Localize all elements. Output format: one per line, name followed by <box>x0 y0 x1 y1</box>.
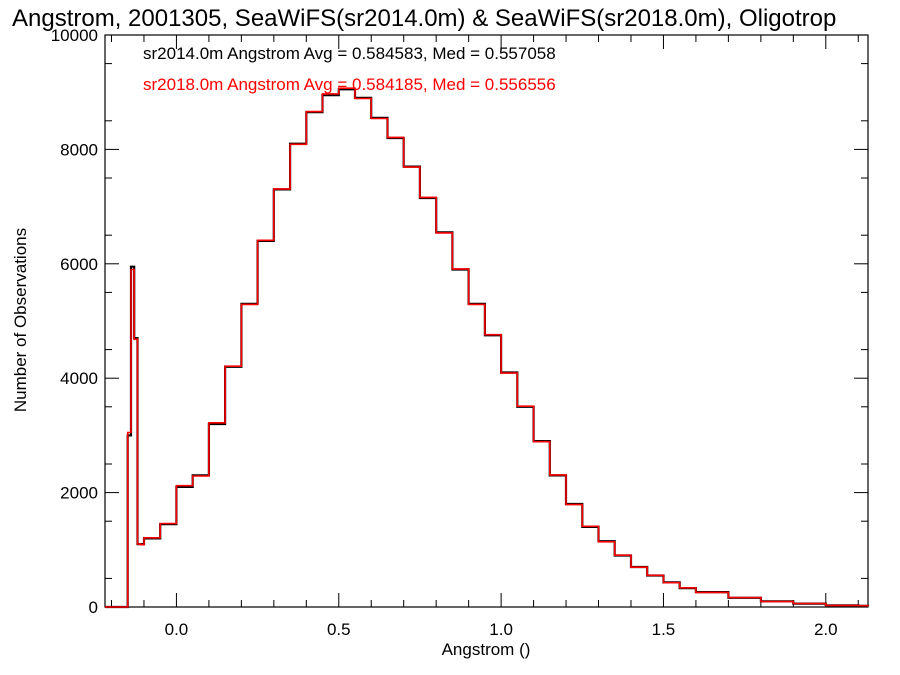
plot-border <box>104 34 869 608</box>
x-axis: 0.0 0.5 1.0 1.5 2.0 <box>110 35 859 639</box>
y-tick-label: 0 <box>89 598 98 617</box>
annotation-sr2014: sr2014.0m Angstrom Avg = 0.584583, Med =… <box>143 44 556 63</box>
y-tick-label: 6000 <box>60 255 98 274</box>
y-tick-label: 10000 <box>51 26 98 45</box>
x-tick-label: 0.5 <box>327 620 351 639</box>
y-tick-label: 2000 <box>60 484 98 503</box>
x-tick-label: 1.5 <box>652 620 676 639</box>
annotation-sr2018: sr2018.0m Angstrom Avg = 0.584185, Med =… <box>143 75 556 94</box>
x-tick-label: 2.0 <box>814 620 838 639</box>
plot-frame <box>104 34 869 608</box>
x-axis-label: Angstrom () <box>442 640 531 659</box>
y-tick-label: 8000 <box>60 140 98 159</box>
y-axis-label: Number of Observations <box>11 228 30 412</box>
series-layer <box>105 87 870 609</box>
series-line-1 <box>105 87 869 608</box>
y-axis: 0 2000 4000 6000 8000 10000 <box>51 26 868 617</box>
y-tick-label: 4000 <box>60 369 98 388</box>
chart-title: Angstrom, 2001305, SeaWiFS(sr2014.0m) & … <box>12 5 836 32</box>
series-line-0 <box>105 88 870 609</box>
x-tick-label: 0.0 <box>165 620 189 639</box>
x-tick-label: 1.0 <box>489 620 513 639</box>
